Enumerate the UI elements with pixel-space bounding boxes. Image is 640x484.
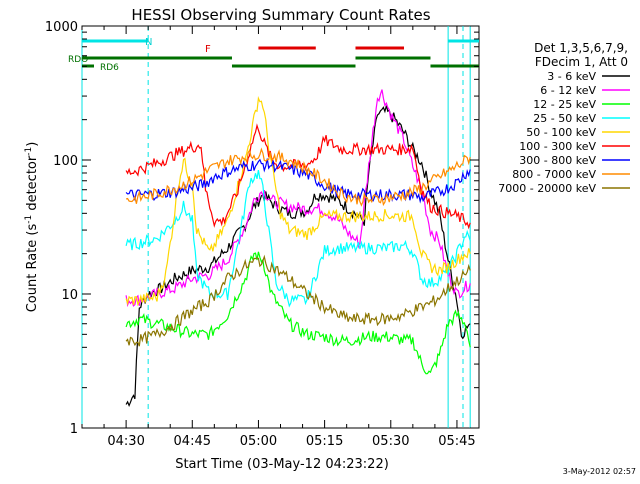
legend-label: 7000 - 20000 keV	[498, 182, 596, 195]
y-axis-label-sup: -1	[24, 215, 34, 224]
y-axis-label-mid: detector	[25, 155, 40, 215]
flare-label: F	[205, 44, 211, 55]
series-line-5	[125, 123, 471, 230]
series-line-0	[125, 105, 471, 408]
legend: Det 1,3,5,6,7,9, FDecim 1, Att 0 3 - 6 k…	[498, 41, 630, 195]
legend-label: 300 - 800 keV	[519, 154, 596, 167]
y-axis-label-end: )	[25, 142, 40, 147]
series-line-8	[125, 254, 471, 347]
series-line-4	[125, 96, 471, 307]
legend-label: 6 - 12 keV	[540, 84, 596, 97]
night-label-rd0: RDO	[68, 55, 88, 65]
x-tick-label: 05:30	[372, 434, 409, 449]
saa-label: N	[145, 37, 152, 48]
y-tick-label: 10	[61, 288, 78, 303]
x-tick-label: 05:15	[306, 434, 343, 449]
legend-label: 3 - 6 keV	[547, 70, 596, 83]
x-tick-label: 05:00	[240, 434, 277, 449]
observing-annotations: N F RDO RD6	[68, 26, 479, 428]
svg-text:Count Rate (s-1 detector-1): Count Rate (s-1 detector-1)	[24, 142, 40, 313]
series-line-2	[125, 251, 471, 375]
y-tick-label: 100	[53, 154, 78, 169]
series-layer	[125, 89, 471, 408]
night-label-rd6: RD6	[100, 63, 119, 73]
legend-label: 25 - 50 keV	[533, 112, 596, 125]
y-axis-label: Count Rate (s-1 detector-1)	[24, 142, 40, 313]
legend-header-1: Det 1,3,5,6,7,9,	[534, 41, 628, 55]
legend-label: 100 - 300 keV	[519, 140, 596, 153]
timestamp: 3-May-2012 02:57	[563, 467, 636, 476]
y-tick-label: 1	[70, 422, 78, 437]
x-tick-label: 04:30	[107, 434, 144, 449]
legend-label: 50 - 100 keV	[526, 126, 596, 139]
y-axis-label-sup2: -1	[24, 147, 34, 156]
x-tick-label: 04:45	[174, 434, 211, 449]
x-axis-label: Start Time (03-May-12 04:23:22)	[175, 457, 389, 472]
series-line-3	[125, 169, 471, 308]
x-tick-label: 05:45	[438, 434, 475, 449]
axes-layer: 04:30 04:45 05:00 05:15 05:30 05:45 1 10 100 1000	[45, 20, 480, 449]
legend-header-2: FDecim 1, Att 0	[535, 55, 628, 69]
legend-label: 800 - 7000 keV	[512, 168, 596, 181]
series-line-6	[125, 158, 471, 204]
series-line-7	[125, 147, 471, 207]
legend-label: 12 - 25 keV	[533, 98, 596, 111]
series-line-1	[125, 89, 471, 308]
y-axis-label-main: Count Rate (s	[25, 224, 40, 313]
y-tick-label: 1000	[45, 20, 78, 35]
plot-frame	[81, 25, 480, 429]
chart-title: HESSI Observing Summary Count Rates	[131, 6, 430, 24]
